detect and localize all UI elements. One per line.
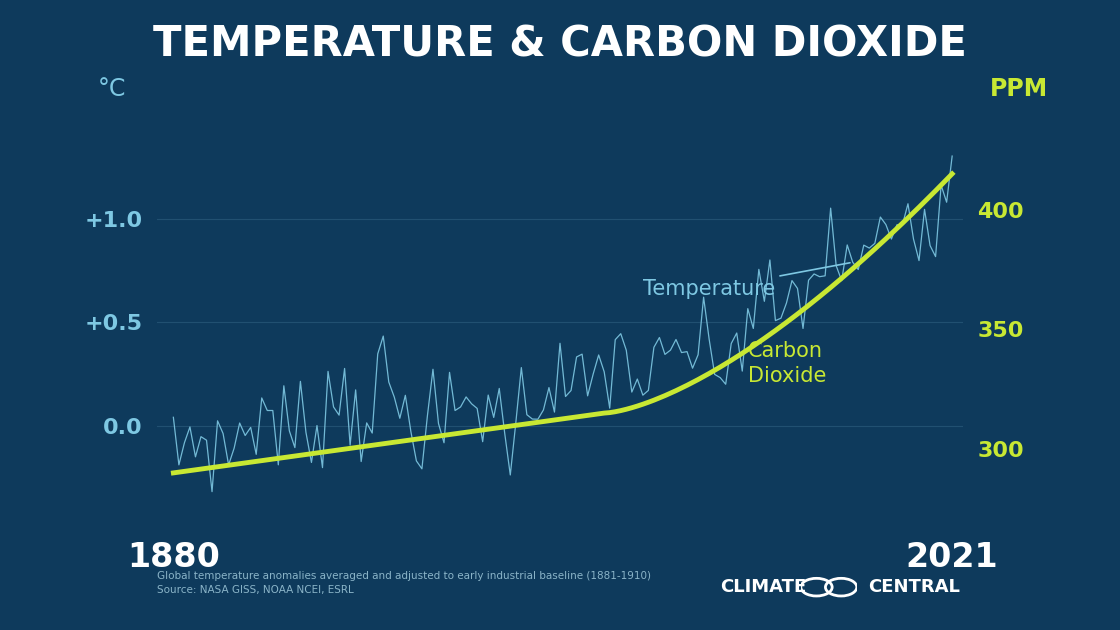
Text: Carbon
Dioxide: Carbon Dioxide — [748, 341, 827, 386]
Text: Global temperature anomalies averaged and adjusted to early industrial baseline : Global temperature anomalies averaged an… — [157, 571, 651, 595]
Text: 1880: 1880 — [127, 541, 220, 574]
Text: CLIMATE: CLIMATE — [720, 578, 806, 596]
Text: °C: °C — [97, 77, 127, 101]
Text: CENTRAL: CENTRAL — [868, 578, 960, 596]
Text: TEMPERATURE & CARBON DIOXIDE: TEMPERATURE & CARBON DIOXIDE — [153, 23, 967, 65]
Text: PPM: PPM — [990, 77, 1048, 101]
Text: Temperature: Temperature — [643, 263, 850, 299]
Text: 2021: 2021 — [906, 541, 998, 574]
